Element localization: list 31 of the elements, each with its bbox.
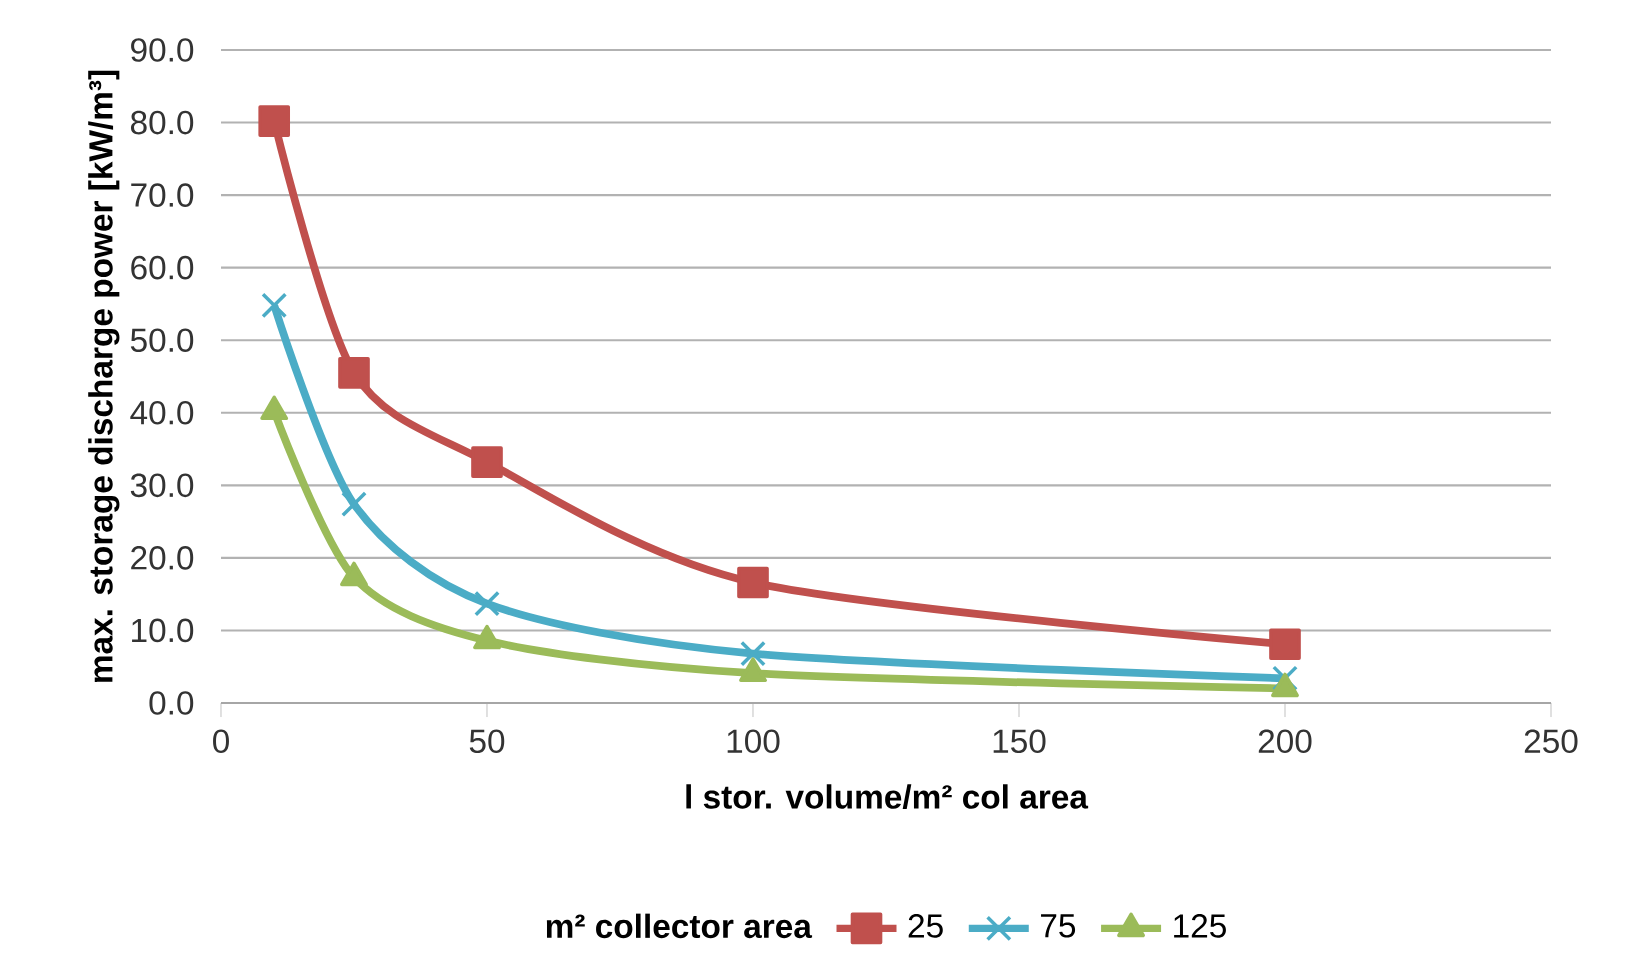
- point: [471, 446, 503, 478]
- point: [341, 491, 367, 518]
- y-tick-label: 10.0: [132, 618, 194, 643]
- point: [261, 292, 288, 319]
- point: [474, 590, 500, 617]
- point: [338, 357, 370, 389]
- legend-label: 75: [1041, 914, 1076, 938]
- y-tick-label: 50.0: [130, 328, 194, 353]
- point: [1269, 628, 1301, 661]
- x-tick-label: 0: [213, 729, 229, 754]
- y-tick-label: 0.0: [149, 691, 194, 715]
- x-tick-label: 150: [993, 729, 1046, 754]
- point: [737, 566, 769, 599]
- y-axis-title: max. storage discharge power [kW/m³]: [88, 70, 120, 682]
- legend-label: 25: [908, 914, 943, 938]
- y-tick-label: 30.0: [130, 473, 194, 498]
- y-tick-label: 90.0: [131, 38, 194, 62]
- legend-label: 125: [1174, 914, 1226, 938]
- point: [258, 105, 291, 137]
- x-tick-label: 100: [727, 729, 780, 754]
- y-tick-label: 70.0: [131, 183, 194, 207]
- x-axis-title: l stor. volume/m² col area: [686, 784, 1089, 810]
- x-tick-label: 250: [1524, 729, 1578, 754]
- y-tick-label: 60.0: [131, 255, 194, 280]
- y-tick-label: 40.0: [130, 400, 194, 425]
- x-tick-label: 50: [469, 729, 505, 754]
- y-tick-label: 20.0: [131, 546, 194, 570]
- x-tick-label: 200: [1258, 729, 1312, 754]
- y-tick-label: 80.0: [130, 110, 194, 135]
- point: [740, 640, 766, 667]
- legend-title: m² collector area: [546, 913, 813, 939]
